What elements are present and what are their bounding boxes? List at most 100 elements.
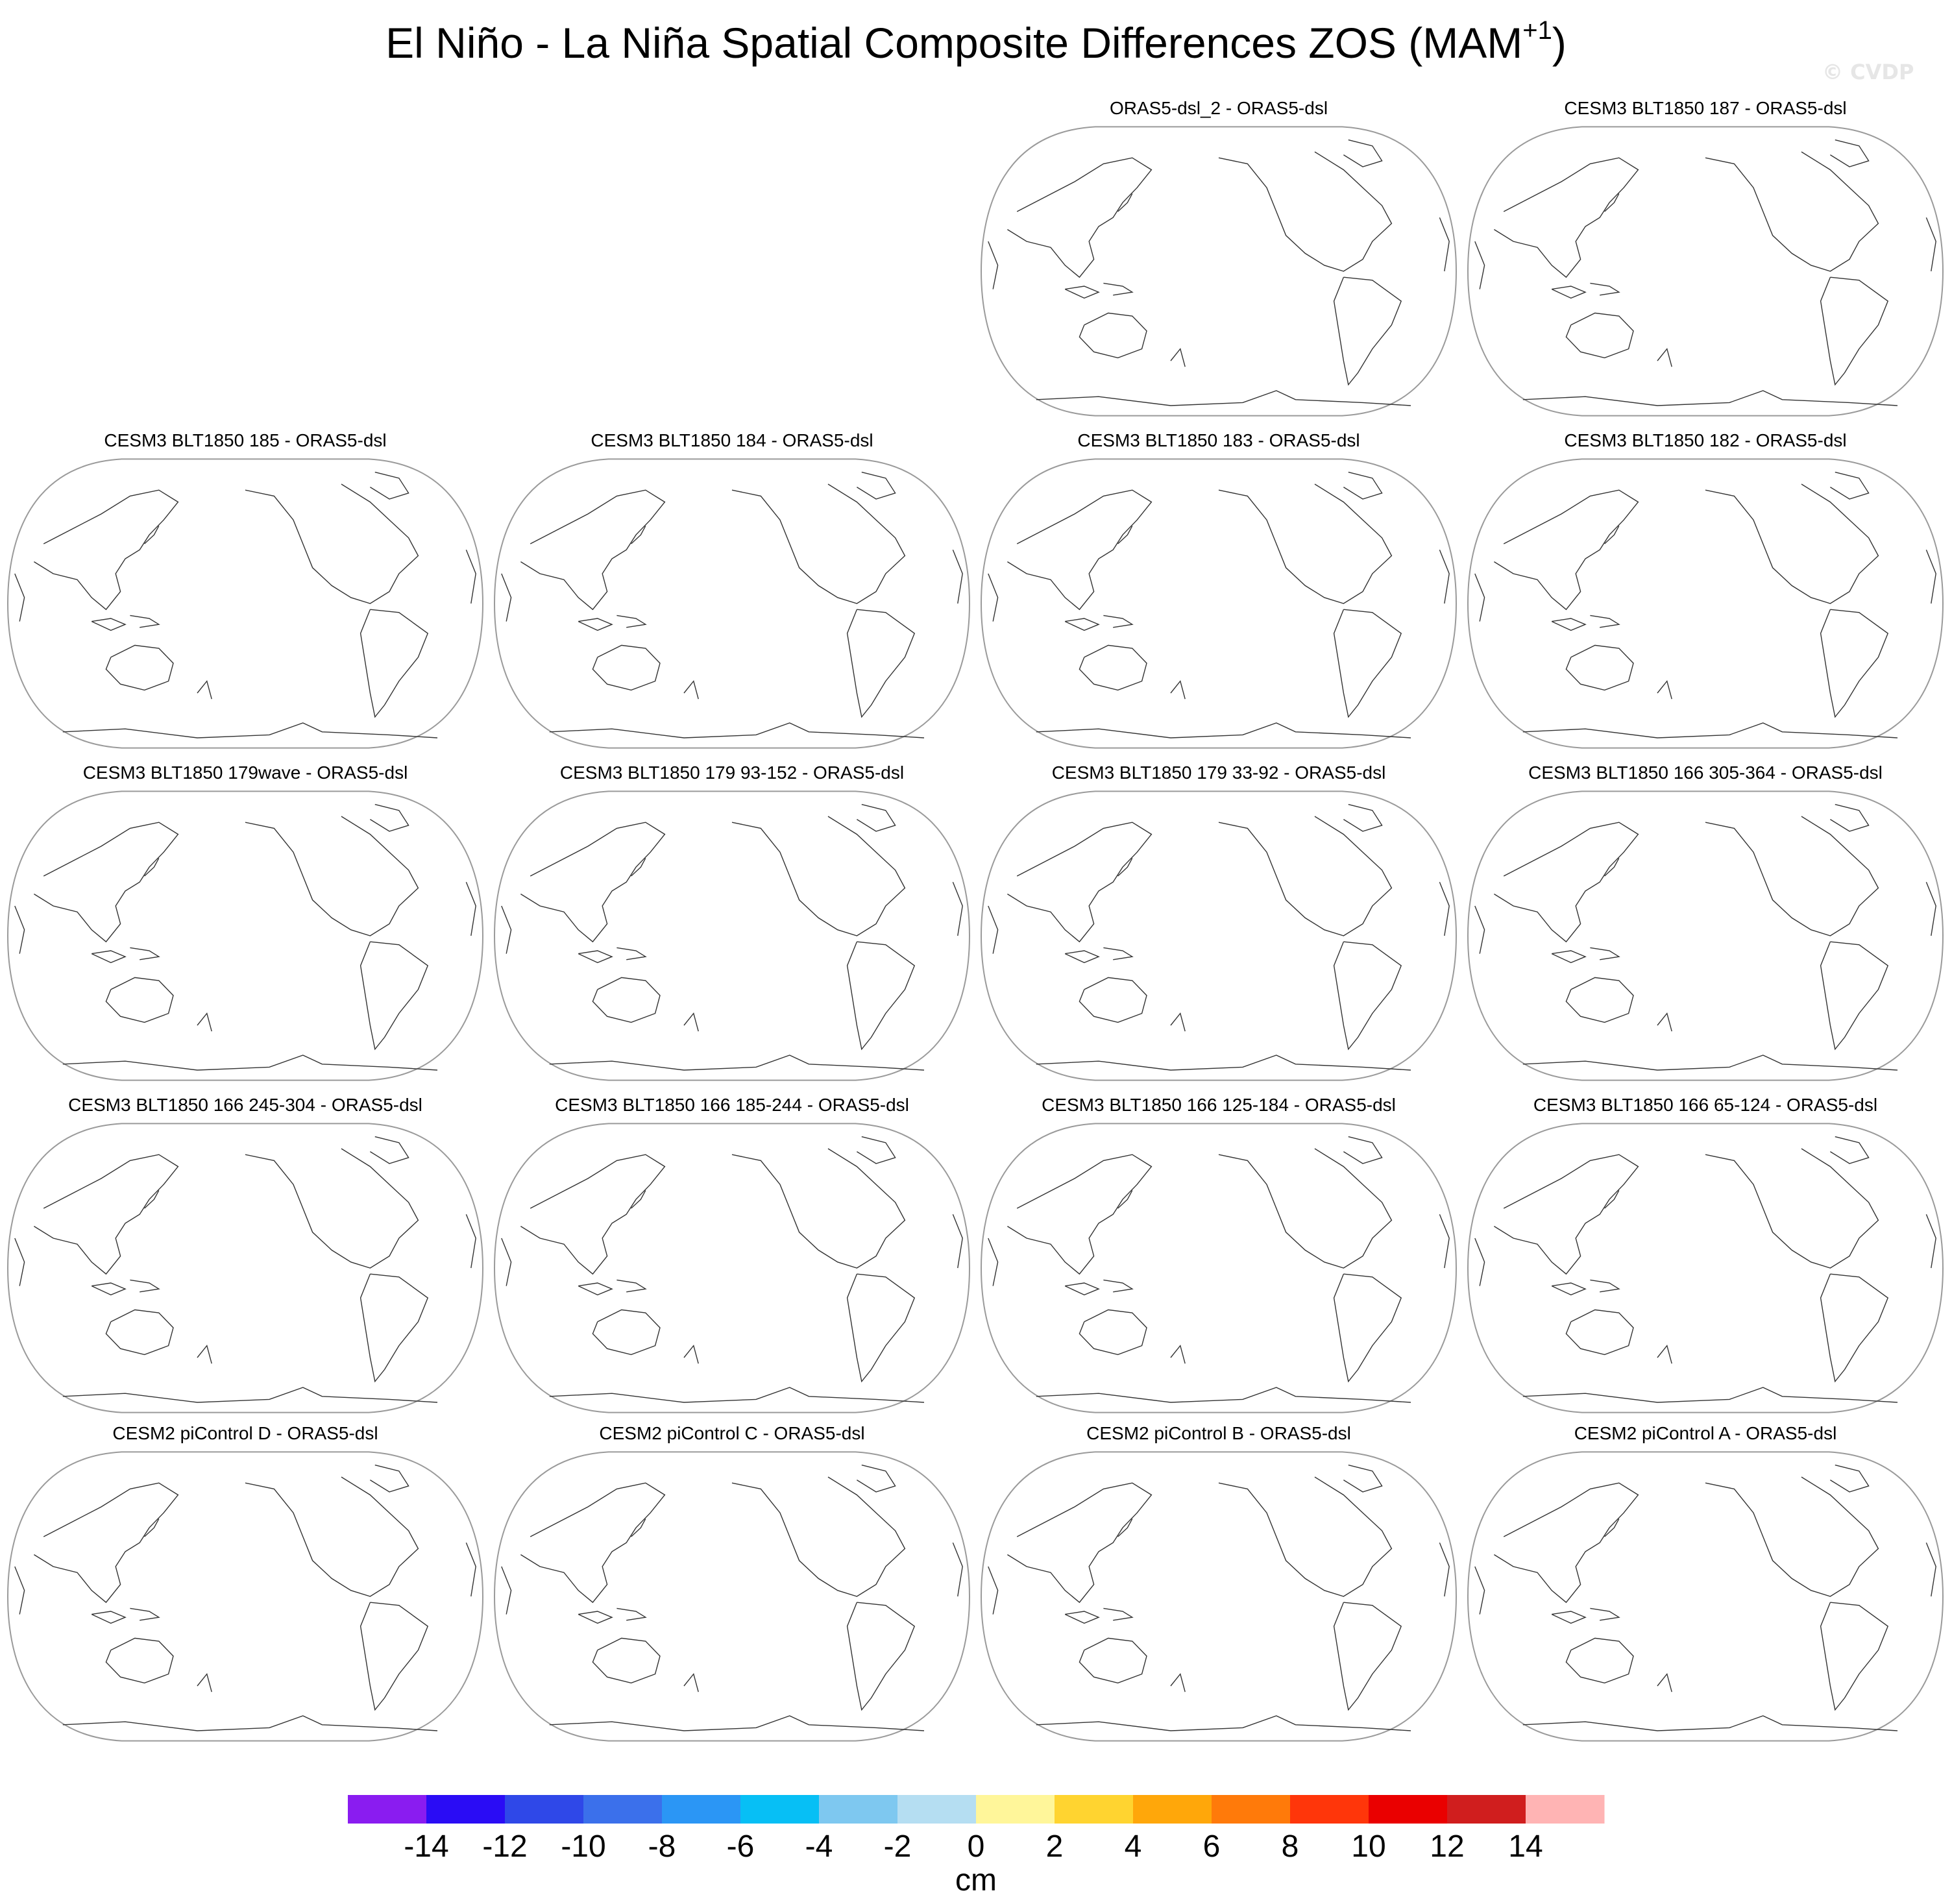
coastline <box>34 1154 179 1275</box>
colorbar-segment <box>1369 1795 1448 1824</box>
coastline <box>857 803 896 832</box>
coastline <box>1439 881 1450 936</box>
coastline <box>370 1464 409 1493</box>
coastline <box>245 1476 419 1597</box>
coastline <box>360 609 429 718</box>
coastline <box>91 1282 127 1296</box>
colorbar-segment <box>583 1795 663 1824</box>
coastline <box>1590 1279 1620 1293</box>
coastline <box>1103 1279 1134 1293</box>
coastline <box>592 644 661 691</box>
coastline <box>631 526 646 544</box>
coastline <box>1474 1238 1485 1286</box>
colorbar-tick-label: 4 <box>1124 1829 1142 1864</box>
coastline <box>465 1542 476 1597</box>
map-outline <box>980 126 1458 417</box>
map-panel: CESM3 BLT1850 187 - ORAS5-dsl <box>1465 97 1946 417</box>
map-outline <box>493 1123 971 1413</box>
colorbar-tick-label: 6 <box>1202 1829 1221 1864</box>
panel-title: CESM3 BLT1850 182 - ORAS5-dsl <box>1564 430 1847 450</box>
map-outline <box>493 790 971 1081</box>
coastline <box>1007 822 1153 943</box>
coastline <box>360 1273 429 1383</box>
coastline <box>1333 609 1402 718</box>
coastline <box>731 483 906 604</box>
map-plot <box>980 458 1458 749</box>
panel-title: CESM2 piControl B - ORAS5-dsl <box>1086 1423 1351 1443</box>
coastline <box>988 241 999 289</box>
coastline <box>578 1611 613 1624</box>
map-panel: CESM2 piControl A - ORAS5-dsl <box>1465 1422 1946 1742</box>
coastline <box>14 1238 25 1286</box>
coastline <box>1036 722 1411 738</box>
coastline <box>34 1482 179 1604</box>
coastline <box>1604 526 1620 544</box>
colorbar-segment <box>897 1795 977 1824</box>
coastline <box>130 615 160 628</box>
map-panel: CESM3 BLT1850 182 - ORAS5-dsl <box>1465 430 1946 749</box>
coastline <box>197 1012 212 1032</box>
coastline <box>501 1566 512 1615</box>
coastline <box>370 1136 409 1164</box>
coastline <box>1117 1190 1133 1209</box>
coastline <box>731 816 906 936</box>
coastline <box>1494 1154 1639 1275</box>
coastline <box>683 680 699 700</box>
coastline <box>62 722 438 738</box>
coastline <box>105 977 174 1023</box>
map-outline <box>6 790 484 1081</box>
panel-title: CESM3 BLT1850 166 245-304 - ORAS5-dsl <box>68 1095 422 1115</box>
map-plot <box>1467 1123 1944 1413</box>
coastline <box>1565 1309 1634 1356</box>
coastline <box>105 644 174 691</box>
coastline <box>1494 1482 1639 1604</box>
coastline <box>578 1282 613 1296</box>
coastline <box>501 573 512 622</box>
colorbar-segment <box>1133 1795 1212 1824</box>
coastline <box>1565 312 1634 359</box>
coastline <box>1705 483 1879 604</box>
colorbar-segment <box>1212 1795 1291 1824</box>
coastline <box>1604 858 1620 877</box>
coastline <box>1474 1566 1485 1615</box>
coastline <box>1551 950 1587 964</box>
coastline <box>1343 1136 1383 1164</box>
coastline <box>1604 1190 1620 1209</box>
coastline <box>631 858 646 877</box>
panel-title: CESM3 BLT1850 187 - ORAS5-dsl <box>1564 98 1847 118</box>
coastline <box>1657 680 1672 700</box>
colorbar-segment <box>976 1795 1055 1824</box>
coastline <box>197 680 212 700</box>
coastline <box>144 526 160 544</box>
map-plot <box>6 1451 484 1742</box>
coastline <box>1218 1476 1393 1597</box>
colorbar-tick-label: -6 <box>726 1829 755 1864</box>
panel-title: CESM3 BLT1850 179wave - ORAS5-dsl <box>82 763 408 783</box>
coastline <box>1036 1055 1411 1071</box>
coastline <box>245 1148 419 1269</box>
map-panel: CESM2 piControl B - ORAS5-dsl <box>979 1422 1459 1742</box>
coastline <box>1117 858 1133 877</box>
coastline <box>14 1566 25 1615</box>
coastline <box>144 858 160 877</box>
map-outline <box>1467 1123 1944 1413</box>
map-outline <box>1467 126 1944 417</box>
coastline <box>1333 276 1402 386</box>
colorbar-tick-label: -14 <box>404 1829 449 1864</box>
coastline <box>1036 390 1411 406</box>
coastline <box>616 615 647 628</box>
colorbar-tick-label: 12 <box>1430 1829 1465 1864</box>
coastline <box>1079 1309 1147 1356</box>
coastline <box>62 1387 438 1403</box>
colorbar-tick-label: 2 <box>1045 1829 1064 1864</box>
coastline <box>1604 193 1620 212</box>
coastline <box>631 1190 646 1209</box>
coastline <box>952 1542 963 1597</box>
coastline <box>1820 1273 1889 1383</box>
colorbar-tick-label: -4 <box>805 1829 833 1864</box>
coastline <box>1604 1519 1620 1537</box>
map-outline <box>493 458 971 749</box>
map-panel: CESM3 BLT1850 183 - ORAS5-dsl <box>979 430 1459 749</box>
coastline <box>1551 1611 1587 1624</box>
coastline <box>1103 947 1134 960</box>
